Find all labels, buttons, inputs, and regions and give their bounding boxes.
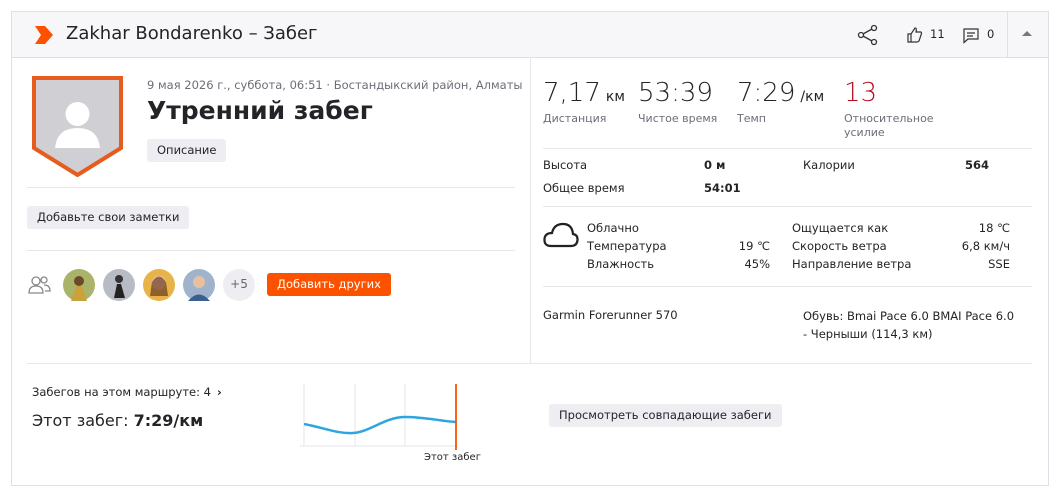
- like-count: 11: [930, 27, 945, 41]
- weather-value: 18 ℃: [978, 221, 1010, 235]
- chart-marker-label: Этот забег: [424, 452, 481, 463]
- this-run-label: Этот забег:: [32, 411, 129, 430]
- weather-label: Влажность: [587, 257, 655, 271]
- stat-value-row: 13: [844, 80, 877, 106]
- detail-value: 0 м: [704, 158, 726, 172]
- divider: [543, 148, 1032, 149]
- divider: [543, 286, 1032, 287]
- athletes-icon: [28, 276, 51, 294]
- route-count-text: Забегов на этом маршруте: 4: [32, 385, 211, 399]
- column-divider: [530, 57, 531, 363]
- description-button[interactable]: Описание: [147, 139, 227, 162]
- stat-value-row: 53:39: [638, 80, 713, 106]
- stat-value: 7,17: [543, 78, 601, 108]
- stat-value-row: 7:29/км: [737, 80, 824, 106]
- date-location: 9 мая 2026 г., суббота, 06:51 · Бостанды…: [147, 78, 523, 92]
- notes-button[interactable]: Добавьте свои заметки: [27, 206, 190, 229]
- divider: [27, 250, 515, 251]
- this-run: Этот забег: 7:29/км: [32, 413, 203, 429]
- athlete-photos: [63, 269, 255, 301]
- weather-label: Ощущается как: [792, 221, 889, 235]
- weather-value: 45%: [744, 257, 770, 271]
- weather-value: 19 ℃: [738, 239, 770, 253]
- detail-label: Калории: [803, 158, 855, 172]
- weather-value: 6,8 км/ч: [961, 239, 1010, 253]
- stat-label: Дистанция: [543, 112, 607, 125]
- detail-value: 564: [965, 158, 990, 172]
- stat-label: Относительное усилие: [844, 112, 934, 139]
- collapse-button[interactable]: [1021, 29, 1033, 37]
- header-divider: [1007, 12, 1008, 57]
- route-chart: [300, 384, 458, 450]
- divider: [543, 206, 1032, 207]
- activity-card: [11, 11, 1049, 486]
- detail-label: Высота: [543, 158, 588, 172]
- logo: [35, 26, 53, 44]
- weather-value: SSE: [988, 257, 1010, 271]
- route-count[interactable]: Забегов на этом маршруте: 4 ›: [32, 385, 222, 399]
- comment-count: 0: [987, 27, 995, 41]
- detail-label: Общее время: [543, 181, 625, 195]
- weather-condition: Облачно: [587, 221, 639, 235]
- stat-value: 53:39: [638, 78, 713, 108]
- weather-label: Температура: [587, 239, 667, 253]
- comment-icon[interactable]: [962, 27, 980, 45]
- divider: [27, 363, 1032, 364]
- divider: [27, 187, 515, 188]
- weather-label: Направление ветра: [792, 257, 912, 271]
- compare-button[interactable]: Просмотреть совпадающие забеги: [549, 404, 782, 427]
- share-icon[interactable]: [857, 24, 879, 46]
- stat-value-row: 7,17 км: [543, 80, 625, 106]
- detail-value: 54:01: [704, 181, 741, 195]
- stat-label: Чистое время: [638, 112, 718, 125]
- cloud-icon: [543, 222, 579, 248]
- stat-unit: /км: [800, 89, 825, 105]
- device: Garmin Forerunner 570: [543, 308, 678, 322]
- shoes: Обувь: Bmai Pace 6.0 BMAI Pace 6.0 - Чер…: [803, 309, 1015, 341]
- like-icon[interactable]: [906, 26, 924, 44]
- stat-label: Темп: [737, 112, 766, 125]
- add-athletes-button[interactable]: Добавить других: [267, 273, 391, 296]
- stat-unit: км: [605, 89, 625, 105]
- athlete-avatar: [32, 76, 123, 177]
- more-athletes[interactable]: +5: [230, 277, 248, 291]
- weather-label: Скорость ветра: [792, 239, 887, 253]
- stat-value: 13: [844, 78, 878, 108]
- this-run-value: 7:29/км: [133, 411, 204, 430]
- stat-value: 7:29: [737, 78, 796, 108]
- activity-title: Утренний забег: [147, 96, 373, 125]
- header-title: Zakhar Bondarenko – Забег: [66, 23, 318, 44]
